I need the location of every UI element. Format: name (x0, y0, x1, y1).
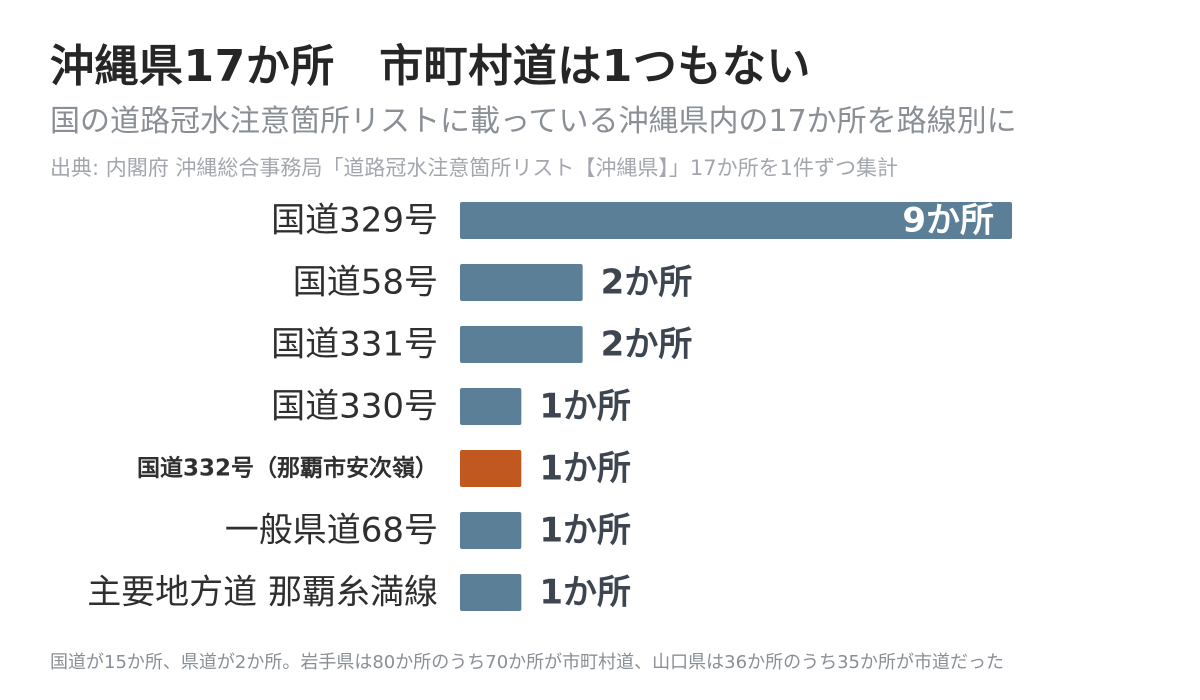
bar-1 (460, 264, 583, 301)
category-label-2: 国道331号 (271, 325, 438, 365)
source-note: 出典: 内閣府 沖縄総合事務局「道路冠水注意箇所リスト【沖縄県】」17か所を1件… (50, 156, 899, 180)
value-label-6: 1か所 (539, 573, 631, 613)
category-label-5: 一般県道68号 (225, 511, 438, 551)
bar-6 (460, 574, 522, 611)
value-label-5: 1か所 (539, 511, 631, 551)
value-label-4: 1か所 (539, 449, 631, 489)
value-label-3: 1か所 (539, 387, 631, 427)
value-label-0: 9か所 (902, 201, 994, 241)
bar-0 (460, 202, 1012, 239)
category-label-3: 国道330号 (271, 387, 438, 427)
chart-title: 沖縄県17か所 市町村道は1つもない (50, 41, 811, 92)
value-label-2: 2か所 (601, 325, 693, 365)
category-label-4: 国道332号（那覇市安次嶺） (137, 455, 438, 482)
category-label-6: 主要地方道 那覇糸満線 (87, 573, 438, 613)
category-label-1: 国道58号 (293, 263, 438, 303)
category-label-0: 国道329号 (271, 201, 438, 241)
value-label-1: 2か所 (601, 263, 693, 303)
bar-2 (460, 326, 583, 363)
bar-4 (460, 450, 522, 487)
bar-5 (460, 512, 522, 549)
footnote: 国道が15か所、県道が2か所。岩手県は80か所のうち70か所が市町村道、山口県は… (50, 652, 1004, 673)
bar-3 (460, 388, 522, 425)
chart-subtitle: 国の道路冠水注意箇所リストに載っている沖縄県内の17か所を路線別に (50, 104, 1017, 139)
